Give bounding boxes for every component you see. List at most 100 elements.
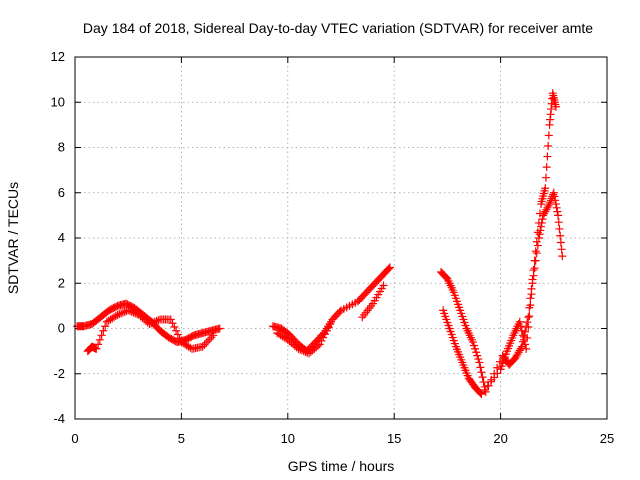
data-point — [557, 245, 566, 254]
data-point — [321, 330, 330, 339]
data-point — [209, 331, 218, 340]
data-point — [524, 322, 533, 331]
data-point — [516, 322, 525, 331]
data-point — [543, 152, 552, 161]
x-axis-label: GPS time / hours — [288, 458, 395, 474]
data-point — [549, 188, 558, 197]
data-point — [296, 345, 305, 354]
data-point — [544, 201, 553, 210]
data-point — [379, 281, 388, 290]
data-point — [317, 336, 326, 345]
data-point — [472, 348, 481, 357]
data-point — [542, 163, 551, 172]
data-point — [117, 309, 126, 318]
data-point — [551, 102, 560, 111]
data-point — [129, 308, 138, 317]
data-point — [524, 313, 533, 322]
x-tick-label: 0 — [71, 431, 78, 446]
data-point — [535, 230, 544, 239]
data-point — [551, 200, 560, 209]
data-point — [168, 319, 177, 328]
data-point — [532, 249, 541, 258]
data-point — [95, 335, 104, 344]
data-point — [175, 334, 184, 343]
x-tick-label: 10 — [281, 431, 295, 446]
data-point — [315, 340, 324, 349]
data-point — [517, 326, 526, 335]
data-point — [554, 218, 563, 227]
data-point — [170, 322, 179, 331]
data-point — [115, 310, 124, 319]
data-point — [534, 234, 543, 242]
y-tick-label: 4 — [58, 230, 65, 245]
data-point — [111, 312, 120, 321]
data-point — [556, 238, 565, 247]
data-point — [319, 333, 328, 342]
data-point — [297, 346, 306, 355]
data-point — [531, 256, 540, 265]
chart-title: Day 184 of 2018, Sidereal Day-to-day VTE… — [83, 20, 593, 36]
data-point — [523, 333, 532, 342]
data-point — [99, 326, 108, 335]
data-point — [154, 316, 163, 325]
y-tick-label: -2 — [53, 366, 65, 381]
data-point — [324, 323, 333, 332]
data-point — [533, 241, 542, 250]
y-tick-label: 6 — [58, 185, 65, 200]
data-point — [322, 326, 331, 335]
data-point — [326, 319, 335, 328]
data-point — [526, 301, 535, 310]
data-point — [552, 203, 561, 212]
data-point — [335, 307, 344, 316]
data-point — [131, 309, 140, 318]
data-point — [529, 271, 538, 280]
y-tick-label: 10 — [51, 94, 65, 109]
data-point — [385, 263, 394, 272]
data-point — [493, 369, 502, 378]
data-point — [554, 211, 563, 220]
data-point — [204, 336, 212, 345]
data-point — [479, 378, 488, 387]
data-point — [556, 231, 565, 240]
data-point — [97, 331, 106, 340]
data-point — [555, 224, 564, 233]
data-point — [483, 381, 492, 390]
data-point — [544, 141, 553, 150]
y-tick-label: -4 — [53, 411, 65, 426]
data-point — [521, 340, 530, 349]
data-point — [152, 316, 161, 325]
data-point — [490, 373, 499, 382]
data-point — [475, 358, 484, 367]
data-point — [468, 338, 477, 347]
data-point — [537, 218, 546, 227]
y-tick-label: 2 — [58, 275, 65, 290]
data-point — [124, 306, 133, 315]
data-point — [118, 308, 127, 317]
data-point — [537, 222, 546, 231]
data-point — [523, 318, 532, 327]
data-point — [526, 294, 535, 303]
data-point — [200, 340, 209, 349]
data-point — [207, 333, 216, 342]
data-point — [536, 226, 545, 235]
data-point — [127, 307, 136, 316]
data-point — [470, 341, 478, 350]
data-point — [113, 310, 122, 319]
y-tick-label: 0 — [58, 321, 65, 336]
data-point — [313, 341, 322, 350]
y-tick-label: 8 — [58, 140, 65, 155]
data-point — [101, 322, 110, 331]
data-point — [120, 307, 129, 316]
data-point — [522, 344, 531, 353]
data-point — [544, 131, 553, 140]
x-tick-label: 5 — [178, 431, 185, 446]
data-point — [532, 237, 541, 246]
data-point — [166, 315, 175, 324]
data-point — [549, 190, 558, 199]
data-point — [215, 324, 224, 333]
data-points — [73, 89, 567, 399]
data-point — [294, 344, 303, 353]
data-point — [550, 192, 559, 201]
data-point — [125, 307, 134, 316]
